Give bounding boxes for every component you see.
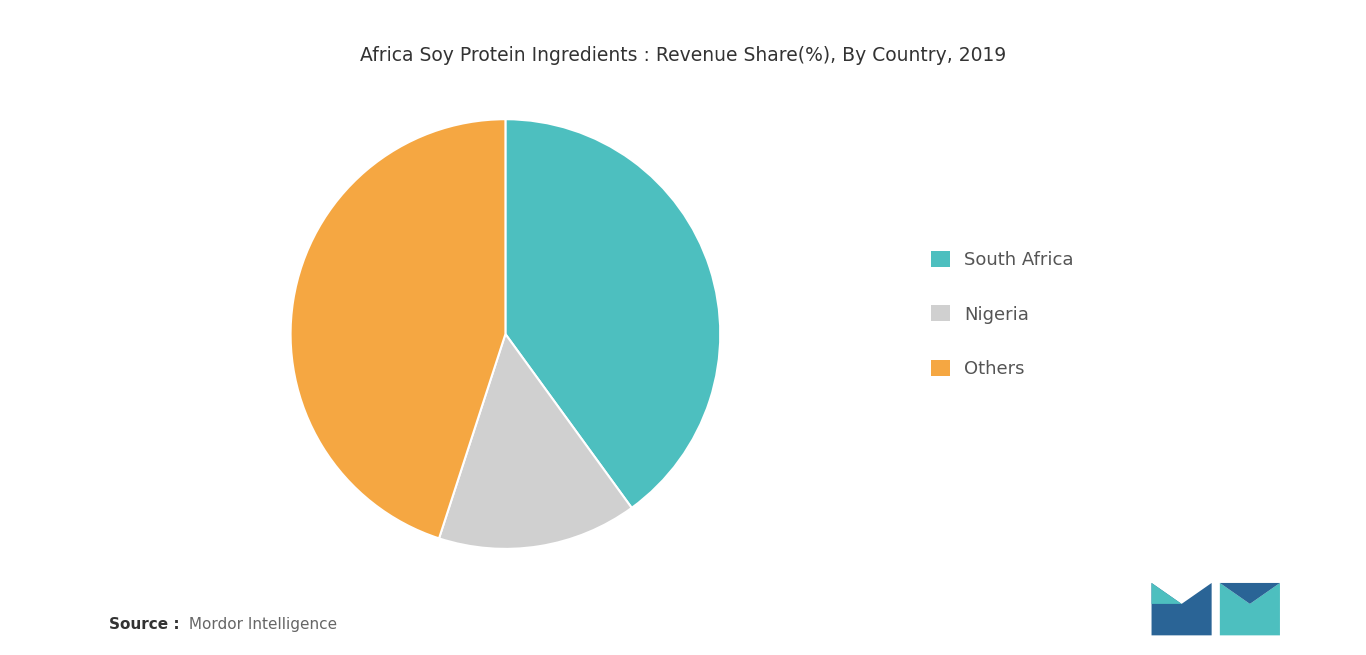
Text: Africa Soy Protein Ingredients : Revenue Share(%), By Country, 2019: Africa Soy Protein Ingredients : Revenue… bbox=[359, 46, 1007, 65]
Legend: South Africa, Nigeria, Others: South Africa, Nigeria, Others bbox=[925, 244, 1081, 385]
Polygon shape bbox=[1220, 583, 1280, 604]
Wedge shape bbox=[438, 334, 631, 549]
Polygon shape bbox=[1220, 583, 1280, 635]
Polygon shape bbox=[1152, 583, 1212, 635]
Wedge shape bbox=[291, 119, 505, 538]
Text: Mordor Intelligence: Mordor Intelligence bbox=[184, 617, 337, 632]
Wedge shape bbox=[505, 119, 720, 508]
Text: Source :: Source : bbox=[109, 617, 180, 632]
Polygon shape bbox=[1152, 583, 1182, 604]
